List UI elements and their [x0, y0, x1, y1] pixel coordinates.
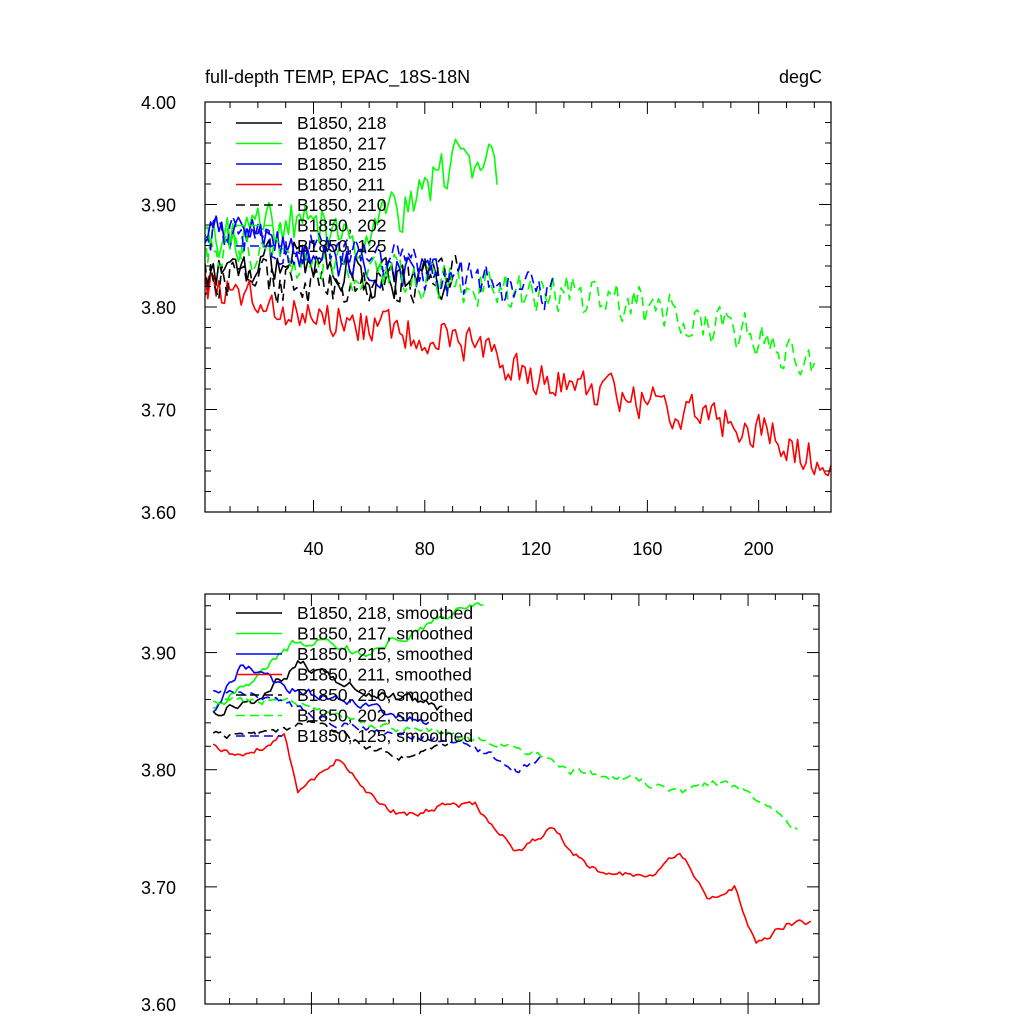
- top-panel: full-depth TEMP, EPAC_18S-18N degC 40 80 1…: [141, 67, 832, 559]
- series-line: [205, 254, 462, 305]
- x-tick-label: 80: [415, 539, 435, 559]
- y-tick-label: 3.90: [141, 196, 176, 216]
- legend-label: B1850, 202: [297, 216, 387, 236]
- y-tick-label: 3.60: [141, 995, 176, 1015]
- bottom-axes: 3.60 3.70 3.80 3.90: [141, 593, 820, 1015]
- y-tick-label: 3.80: [141, 298, 176, 318]
- legend-label: B1850, 210: [297, 195, 387, 215]
- y-tick-label: 3.90: [141, 644, 176, 664]
- legend-label: B1850, 211: [297, 175, 385, 195]
- top-axes: 40 80 120 160 200 3.60 3.70 3.80 3.90 4.00: [141, 93, 832, 559]
- legend-label: B1850, 125: [297, 236, 387, 256]
- x-tick-label: 160: [632, 539, 662, 559]
- series-line: [205, 228, 816, 376]
- legend-label: B1850, 215, smoothed: [297, 644, 473, 664]
- y-tick-label: 3.80: [141, 761, 176, 781]
- legend-label: B1850, 217, smoothed: [297, 624, 473, 644]
- series-line: [212, 733, 812, 944]
- legend-label: B1850, 218: [297, 113, 387, 133]
- legend-label: B1850, 215: [297, 154, 387, 174]
- series-line: [205, 215, 440, 289]
- legend-label: B1850, 211, smoothed: [297, 665, 472, 685]
- y-tick-label: 3.60: [141, 503, 176, 523]
- series-line: [212, 689, 544, 774]
- plot-frame: [204, 593, 820, 1005]
- series-line: [205, 270, 831, 477]
- units-label: degC: [779, 67, 822, 87]
- series-line: [212, 664, 430, 726]
- legend-label: B1850, 125, smoothed: [297, 726, 473, 746]
- series-line: [212, 720, 449, 761]
- series-line: [205, 138, 498, 263]
- y-tick-label: 3.70: [141, 401, 176, 421]
- x-tick-label: 200: [744, 539, 774, 559]
- series-line: [212, 696, 798, 830]
- chart-title: full-depth TEMP, EPAC_18S-18N: [205, 67, 470, 88]
- x-tick-label: 120: [521, 539, 551, 559]
- y-tick-label: 3.70: [141, 878, 176, 898]
- legend-label: B1850, 210, smoothed: [297, 685, 473, 705]
- series-line: [205, 216, 554, 311]
- legend-label: B1850, 218, smoothed: [297, 603, 473, 623]
- bottom-panel: 3.603.703.803.90 B1850, 218, smoothedB18…: [141, 593, 820, 1015]
- legend-label: B1850, 217: [297, 134, 387, 154]
- y-tick-label: 4.00: [141, 93, 176, 113]
- series-line: [212, 660, 443, 717]
- x-tick-label: 40: [303, 539, 323, 559]
- legend-label: B1850, 202, smoothed: [297, 706, 473, 726]
- top-series-group: [205, 138, 831, 477]
